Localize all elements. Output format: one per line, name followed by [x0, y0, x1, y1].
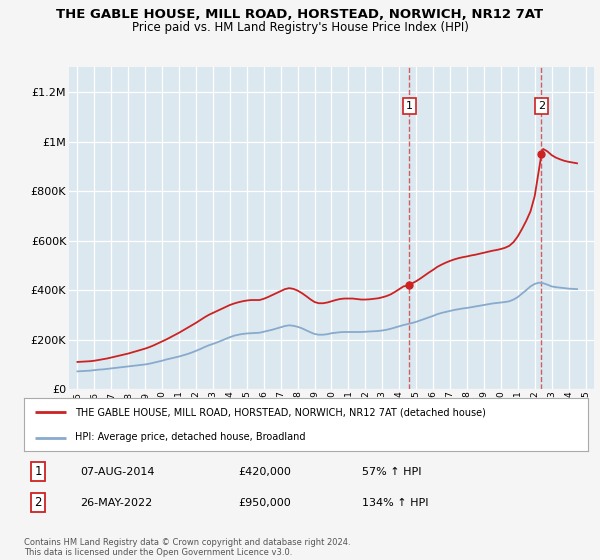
Point [536, 150, 546, 158]
Text: 1: 1 [406, 101, 413, 111]
Text: THE GABLE HOUSE, MILL ROAD, HORSTEAD, NORWICH, NR12 7AT: THE GABLE HOUSE, MILL ROAD, HORSTEAD, NO… [56, 8, 544, 21]
Text: 57% ↑ HPI: 57% ↑ HPI [362, 467, 422, 477]
Text: Price paid vs. HM Land Registry's House Price Index (HPI): Price paid vs. HM Land Registry's House … [131, 21, 469, 34]
Text: 07-AUG-2014: 07-AUG-2014 [80, 467, 155, 477]
Text: 26-MAY-2022: 26-MAY-2022 [80, 498, 152, 507]
Text: £420,000: £420,000 [238, 467, 291, 477]
Text: THE GABLE HOUSE, MILL ROAD, HORSTEAD, NORWICH, NR12 7AT (detached house): THE GABLE HOUSE, MILL ROAD, HORSTEAD, NO… [75, 408, 485, 418]
Text: 1: 1 [34, 465, 42, 478]
Text: £950,000: £950,000 [238, 498, 291, 507]
Point [404, 281, 414, 290]
Text: Contains HM Land Registry data © Crown copyright and database right 2024.
This d: Contains HM Land Registry data © Crown c… [24, 538, 350, 557]
Text: 2: 2 [538, 101, 545, 111]
Text: HPI: Average price, detached house, Broadland: HPI: Average price, detached house, Broa… [75, 432, 305, 442]
Text: 2: 2 [34, 496, 42, 509]
Text: 134% ↑ HPI: 134% ↑ HPI [362, 498, 429, 507]
